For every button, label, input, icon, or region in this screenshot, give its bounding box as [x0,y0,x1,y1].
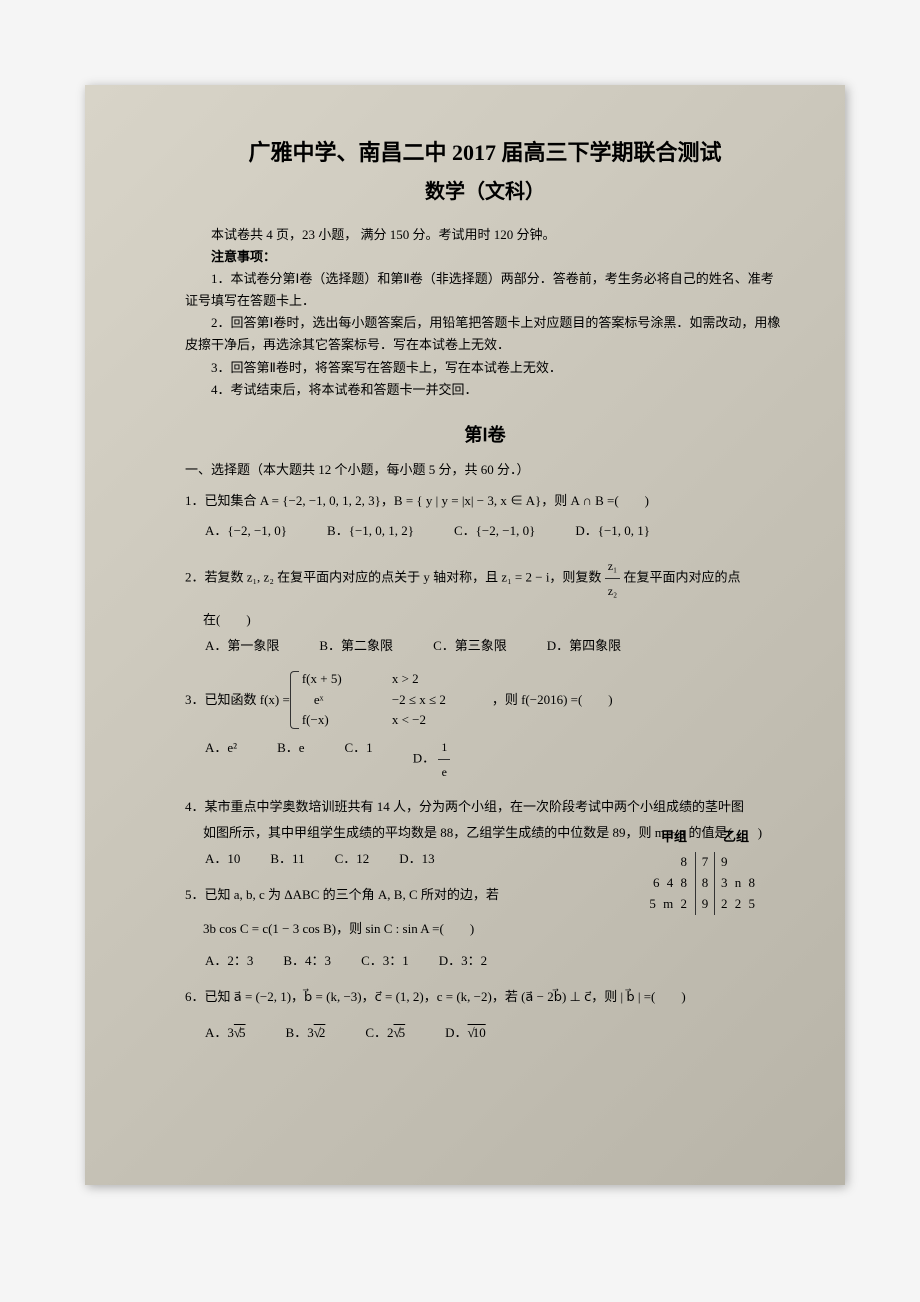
q3-option-a: A．e² [205,735,237,784]
q2-frac-num: z₁ [605,554,621,579]
q5-options: A．2：3 B．4：3 C．3：1 D．3：2 [185,948,605,974]
q3-d-frac: 1 e [438,735,450,784]
q3-row2-expr: eˣ [302,690,392,711]
q5-option-b: B．4：3 [283,948,331,974]
q1-option-a: A．{−2, −1, 0} [205,518,287,544]
q1-option-c: C．{−2, −1, 0} [454,518,535,544]
q2-option-d: D．第四象限 [547,633,621,659]
intro-line1: 本试卷共 4 页，23 小题， 满分 150 分。考试用时 120 分钟。 [185,224,785,246]
q6-option-b: B．32 [286,1020,326,1046]
stem-leaf-row-0: 8 7 9 [635,852,775,873]
q1-options: A．{−2, −1, 0} B．{−1, 0, 1, 2} C．{−2, −1,… [185,518,785,544]
q3-option-b: B．e [277,735,304,784]
q2-options: A．第一象限 B．第二象限 C．第三象限 D．第四象限 [185,633,785,659]
q6-option-c: C．25 [365,1020,405,1046]
q2-suffix: 在复平面内对应的点 [623,569,740,584]
question-3: 3．已知函数 f(x) = f(x + 5) x > 2 eˣ −2 ≤ x ≤… [185,669,785,784]
q6-option-a: A．35 [205,1020,246,1046]
notice-4: 4．考试结束后，将本试卷和答题卡一并交回． [185,379,785,401]
q5-option-d: D．3：2 [439,948,487,974]
q3-row3-cond: x < −2 [392,710,492,731]
q1-option-d: D．{−1, 0, 1} [575,518,650,544]
notice-2: 2．回答第Ⅰ卷时，选出每小题答案后，用铅笔把答题卡上对应题目的答案标号涂黑．如需… [185,312,785,356]
q4-options: A．10 B．11 C．12 D．13 [185,846,605,872]
sl-r0-stem: 7 [695,852,715,873]
q3-row3-expr: f(−x) [302,710,392,731]
q3-d-den: e [438,760,450,784]
sl-r0-left: 8 [635,852,695,873]
q6-text: 6．已知 a⃗ = (−2, 1)，b⃗ = (k, −3)，c⃗ = (1, … [185,984,785,1010]
q4-option-a: A．10 [205,846,240,872]
q4-option-b: B．11 [270,846,304,872]
section-title: 一、选择题（本大题共 12 个小题，每小题 5 分，共 60 分．） [185,459,785,478]
q3-text: 3．已知函数 f(x) = f(x + 5) x > 2 eˣ −2 ≤ x ≤… [185,669,785,731]
q2-prefix: 2．若复数 z₁, z₂ 在复平面内对应的点关于 y 轴对称，且 z₁ = 2 … [185,569,605,584]
q3-row1-cond: x > 2 [392,669,492,690]
q3-d-num: 1 [438,735,450,760]
notice-3: 3．回答第Ⅱ卷时，将答案写在答题卡上，写在本试卷上无效． [185,357,785,379]
exam-page: 广雅中学、南昌二中 2017 届高三下学期联合测试 数学（文科） 本试卷共 4 … [85,85,845,1185]
exam-subtitle: 数学（文科） [185,175,785,204]
q2-option-a: A．第一象限 [205,633,279,659]
q6-options: A．35 B．32 C．25 D．10 [185,1020,785,1046]
q1-text: 1．已知集合 A = {−2, −1, 0, 1, 2, 3}，B = { y … [185,488,785,514]
q4-line1: 4．某市重点中学奥数培训班共有 14 人，分为两个小组，在一次阶段考试中两个小组… [185,794,785,820]
q3-d-prefix: D． [413,751,435,766]
q4-option-d: D．13 [399,846,434,872]
q2-fraction: z₁ z₂ [605,554,621,603]
q2-frac-den: z₂ [605,579,621,603]
question-2: 2．若复数 z₁, z₂ 在复平面内对应的点关于 y 轴对称，且 z₁ = 2 … [185,554,785,659]
q3-piecewise: f(x + 5) x > 2 eˣ −2 ≤ x ≤ 2 f(−x) x < −… [290,669,492,731]
q3-row2-cond: −2 ≤ x ≤ 2 [392,690,492,711]
part1-header: 第Ⅰ卷 [185,421,785,447]
q5-option-c: C．3：1 [361,948,409,974]
exam-intro: 本试卷共 4 页，23 小题， 满分 150 分。考试用时 120 分钟。 注意… [185,224,785,401]
q2-text: 2．若复数 z₁, z₂ 在复平面内对应的点关于 y 轴对称，且 z₁ = 2 … [185,554,785,603]
question-5: 5．已知 a, b, c 为 ΔABC 的三个角 A, B, C 所对的边，若 … [185,882,785,974]
q1-option-b: B．{−1, 0, 1, 2} [327,518,414,544]
q3-row1-expr: f(x + 5) [302,669,392,690]
question-1: 1．已知集合 A = {−2, −1, 0, 1, 2, 3}，B = { y … [185,488,785,544]
notice-1: 1．本试卷分第Ⅰ卷（选择题）和第Ⅱ卷（非选择题）两部分．答卷前，考生务必将自己的… [185,268,785,312]
q2-option-c: C．第三象限 [433,633,507,659]
exam-title: 广雅中学、南昌二中 2017 届高三下学期联合测试 [185,135,785,167]
q5-option-a: A．2：3 [205,948,253,974]
q5-line2: 3b cos C = c(1 − 3 cos B)，则 sin C : sin … [185,916,605,942]
q2-option-b: B．第二象限 [319,633,393,659]
question-4: 4．某市重点中学奥数培训班共有 14 人，分为两个小组，在一次阶段考试中两个小组… [185,794,785,872]
notice-label: 注意事项： [185,246,785,268]
q3-option-c: C．1 [345,735,373,784]
stem-leaf-header-left: 甲组 [635,824,695,850]
q6-option-d: D．10 [445,1020,486,1046]
q3-prefix: 3．已知函数 f(x) = [185,687,290,713]
q3-suffix: ，则 f(−2016) =( ) [492,687,613,713]
q4-option-c: C．12 [335,846,370,872]
q2-line2: 在( ) [185,607,785,633]
q3-options: A．e² B．e C．1 D． 1 e [185,735,785,784]
sl-r0-right: 9 [715,852,775,873]
q5-line1: 5．已知 a, b, c 为 ΔABC 的三个角 A, B, C 所对的边，若 [185,882,605,908]
stem-leaf-header-right: 乙组 [715,824,775,850]
question-6: 6．已知 a⃗ = (−2, 1)，b⃗ = (k, −3)，c⃗ = (1, … [185,984,785,1046]
q3-option-d: D． 1 e [413,735,451,784]
